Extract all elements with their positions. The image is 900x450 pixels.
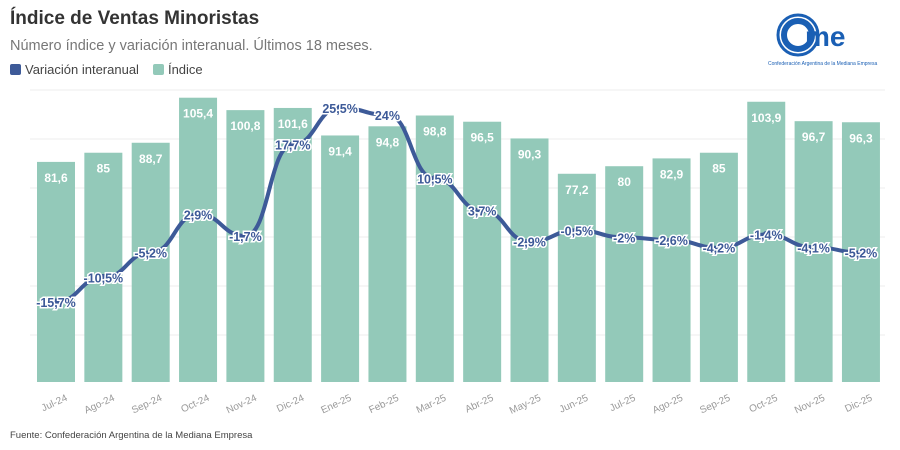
bar bbox=[84, 152, 123, 382]
bar bbox=[179, 97, 218, 383]
bar bbox=[794, 121, 833, 382]
line-label: -4,2% bbox=[703, 242, 736, 256]
line-point bbox=[620, 233, 628, 241]
line-label: -2% bbox=[613, 231, 635, 245]
line-label: -10,5% bbox=[84, 271, 124, 285]
x-tick-label: Jun-25 bbox=[558, 393, 591, 416]
line-label: -4,1% bbox=[797, 241, 830, 255]
line-label: 2,9% bbox=[184, 208, 213, 222]
line-point bbox=[668, 236, 676, 244]
line-label: 25,5% bbox=[322, 102, 357, 116]
chart-subtitle: Número índice y variación interanual. Úl… bbox=[10, 38, 373, 54]
line-point bbox=[573, 226, 581, 234]
bar bbox=[510, 138, 549, 382]
line-point bbox=[478, 207, 486, 214]
x-tick-label: Ago-25 bbox=[651, 393, 685, 417]
came-logo: me Confederación Argentina de la Mediana… bbox=[768, 13, 877, 67]
bar-label: 98,8 bbox=[423, 125, 447, 139]
bar bbox=[652, 158, 691, 382]
line-point bbox=[336, 104, 344, 112]
bar bbox=[747, 101, 786, 382]
line-point bbox=[289, 141, 297, 149]
line-series bbox=[55, 105, 861, 304]
x-tick-label: Oct-25 bbox=[748, 393, 780, 416]
x-tick-label: Mar-25 bbox=[415, 393, 449, 417]
bar-label: 85 bbox=[712, 162, 726, 176]
line-point bbox=[52, 298, 60, 306]
bar-label: 88,7 bbox=[139, 152, 163, 166]
line-point bbox=[194, 210, 202, 218]
svg-text:me: me bbox=[805, 21, 845, 52]
bar bbox=[415, 115, 454, 382]
bar bbox=[699, 152, 738, 382]
line-point bbox=[383, 111, 391, 119]
bar-label: 103,9 bbox=[751, 111, 781, 125]
line-label: -0,5% bbox=[561, 224, 594, 238]
bar bbox=[37, 161, 75, 382]
source-note: Fuente: Confederación Argentina de la Me… bbox=[10, 430, 253, 441]
line-label: -2,9% bbox=[513, 236, 546, 250]
line-point bbox=[715, 244, 723, 252]
x-tick-label: Ago-24 bbox=[83, 393, 117, 417]
bar bbox=[605, 166, 644, 382]
line-point bbox=[857, 248, 865, 256]
bar bbox=[226, 110, 265, 382]
bar-label: 90,3 bbox=[518, 147, 542, 161]
bar bbox=[368, 126, 407, 382]
bar-label: 96,5 bbox=[470, 131, 494, 145]
bar-label: 105,4 bbox=[183, 107, 213, 121]
x-tick-label: Abr-25 bbox=[464, 393, 496, 416]
legend-item-line[interactable]: Variación interanual bbox=[10, 62, 139, 77]
line-label: 17,7% bbox=[275, 139, 310, 153]
line-point bbox=[99, 273, 107, 281]
line-point bbox=[810, 243, 818, 251]
line-point bbox=[147, 248, 155, 256]
svg-text:Confederación Argentina de la: Confederación Argentina de la Mediana Em… bbox=[768, 61, 877, 67]
x-tick-label: Jul-25 bbox=[608, 393, 638, 415]
x-tick-label: Sep-24 bbox=[130, 393, 164, 417]
line-point bbox=[762, 231, 770, 239]
x-tick-label: May-25 bbox=[508, 393, 543, 417]
line-label: 3,7% bbox=[468, 205, 497, 219]
bar-label: 85 bbox=[97, 162, 111, 176]
x-tick-label: Sep-25 bbox=[698, 393, 732, 417]
bar bbox=[321, 135, 360, 382]
x-tick-label: Nov-24 bbox=[225, 393, 259, 417]
x-tick-label: Dic-25 bbox=[843, 393, 874, 415]
bar bbox=[557, 173, 596, 382]
legend-item-bar[interactable]: Índice bbox=[152, 62, 203, 77]
bar-label: 80 bbox=[618, 175, 632, 189]
legend: Variación interanual Índice bbox=[10, 62, 203, 77]
bar-label: 77,2 bbox=[565, 183, 589, 197]
line-label: -5,2% bbox=[134, 246, 167, 260]
bar-label: 82,9 bbox=[660, 167, 684, 181]
bar-label: 96,7 bbox=[802, 130, 826, 144]
bar-label: 94,8 bbox=[376, 135, 400, 149]
line-point bbox=[526, 238, 533, 246]
line-point bbox=[431, 174, 439, 182]
x-tick-label: Jul-24 bbox=[40, 393, 70, 415]
x-tick-label: Oct-24 bbox=[179, 393, 211, 416]
line-label: -2,6% bbox=[655, 234, 688, 248]
line-label: -1,7% bbox=[229, 230, 262, 244]
bar-label: 101,6 bbox=[278, 117, 308, 131]
bar-label: 100,8 bbox=[230, 119, 260, 133]
chart-title: Índice de Ventas Minoristas bbox=[10, 8, 260, 29]
bar-label: 81,6 bbox=[44, 171, 68, 185]
bar bbox=[131, 142, 170, 382]
bar bbox=[463, 121, 502, 382]
line-point bbox=[241, 232, 249, 240]
x-tick-label: Nov-25 bbox=[793, 393, 827, 417]
bar-label: 91,4 bbox=[328, 144, 352, 158]
x-tick-label: Dic-24 bbox=[275, 393, 306, 415]
line-label: -15,7% bbox=[36, 296, 76, 310]
x-tick-label: Ene-25 bbox=[319, 393, 353, 417]
line-label: -1,4% bbox=[750, 229, 783, 243]
line-label: -5,2% bbox=[845, 246, 878, 260]
line-label: 24% bbox=[375, 109, 400, 123]
line-label: 10,5% bbox=[417, 172, 452, 186]
bar-label: 96,3 bbox=[849, 131, 873, 145]
x-tick-label: Feb-25 bbox=[367, 393, 401, 417]
